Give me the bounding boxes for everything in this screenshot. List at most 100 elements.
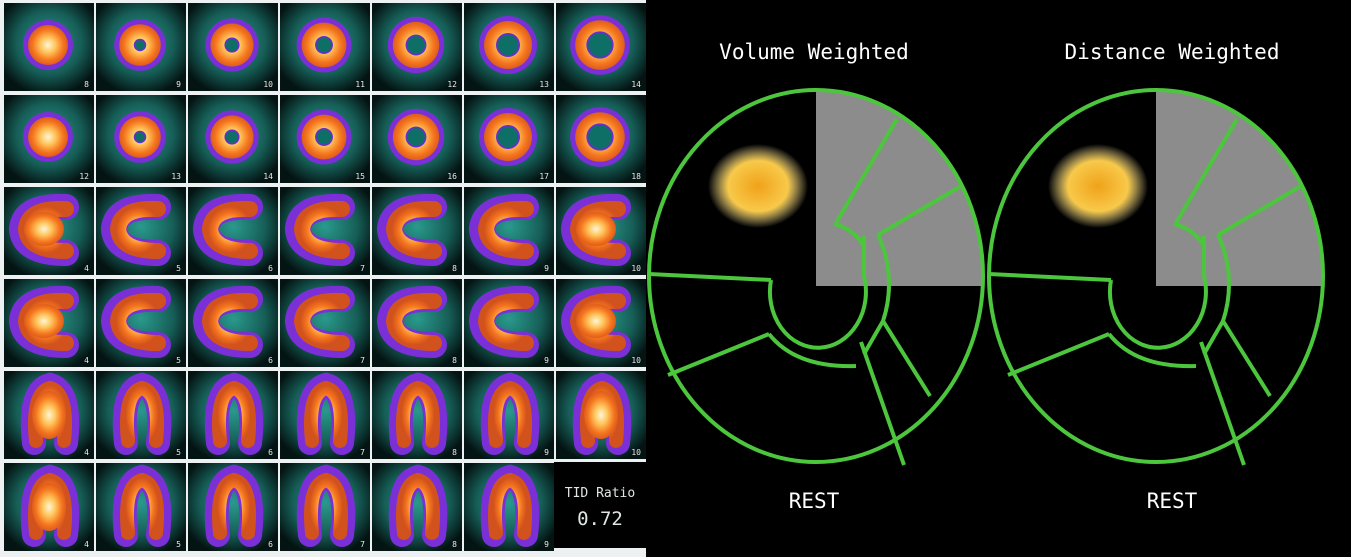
slice-image — [464, 3, 554, 91]
slice-tile: 13 — [464, 3, 554, 91]
slice-tile: 4 — [4, 463, 94, 551]
slice-image — [556, 95, 646, 183]
slice-image — [96, 371, 186, 459]
segment-line — [1221, 319, 1272, 398]
slice-tile: 8 — [372, 371, 462, 459]
cavity — [135, 132, 145, 142]
myocardium — [396, 472, 440, 540]
slice-tile: 12 — [4, 95, 94, 183]
slice-image — [464, 371, 554, 459]
myocardium-fill — [24, 212, 64, 246]
slice-image — [188, 187, 278, 275]
slice-image — [4, 3, 94, 91]
polar-map-distance-weighted — [987, 88, 1325, 466]
myocardium — [385, 292, 442, 351]
slice-image — [372, 279, 462, 367]
slice-tile: 7 — [280, 279, 370, 367]
slice-image — [4, 463, 94, 551]
cavity — [407, 36, 425, 54]
outer-ring — [647, 88, 985, 464]
slice-number: 8 — [84, 80, 89, 89]
myocardium-fill — [32, 483, 66, 531]
slice-image — [188, 3, 278, 91]
slice-tile: 10 — [556, 279, 646, 367]
slice-number: 10 — [631, 448, 641, 457]
slice-number: 14 — [263, 172, 273, 181]
slice-tile: 6 — [188, 279, 278, 367]
myocardium — [109, 292, 166, 351]
tid-ratio-label: TID Ratio — [564, 486, 636, 501]
slice-tile: 6 — [188, 187, 278, 275]
slice-image — [464, 187, 554, 275]
slice-image — [188, 371, 278, 459]
slice-number: 6 — [268, 356, 273, 365]
slice-image — [280, 95, 370, 183]
slice-image — [464, 95, 554, 183]
slice-tile: 9 — [464, 279, 554, 367]
cavity — [135, 40, 145, 50]
myocardium — [201, 200, 258, 259]
segment-line — [1174, 117, 1239, 225]
myocardium — [28, 117, 68, 157]
slice-number: 10 — [631, 356, 641, 365]
slice-tile: 7 — [280, 187, 370, 275]
slice-tile: 8 — [372, 463, 462, 551]
middle-ring — [1202, 234, 1231, 355]
slice-image — [372, 187, 462, 275]
slice-tile: 18 — [556, 95, 646, 183]
slice-number: 5 — [176, 448, 181, 457]
slice-tile: 14 — [188, 95, 278, 183]
inner-ring — [833, 222, 866, 248]
cavity — [225, 38, 239, 52]
slice-image — [464, 279, 554, 367]
myocardium-fill — [32, 391, 66, 439]
myocardium-fill — [584, 391, 618, 439]
slice-number: 14 — [631, 80, 641, 89]
myocardium — [293, 292, 350, 351]
slice-number: 5 — [176, 540, 181, 549]
polar-map-volume-weighted — [647, 88, 985, 466]
myocardium — [385, 200, 442, 259]
slice-number: 7 — [360, 448, 365, 457]
slice-image — [188, 463, 278, 551]
slice-number: 8 — [452, 540, 457, 549]
slice-image — [4, 371, 94, 459]
slice-image — [372, 463, 462, 551]
segment-line — [667, 332, 770, 377]
slice-panel: 8 9 10 11 12 13 14 12 13 14 15 16 17 18 4 5 6 7 8 9 10 4 5 6 7 8 9… — [0, 0, 646, 557]
slice-image — [4, 95, 94, 183]
segment-line — [1199, 341, 1246, 466]
slice-number: 18 — [631, 172, 641, 181]
myocardium — [488, 472, 532, 540]
slice-tile: 14 — [556, 3, 646, 91]
slice-number: 13 — [539, 80, 549, 89]
myocardium — [396, 380, 440, 448]
myocardium — [212, 380, 256, 448]
middle-ring — [1107, 332, 1197, 369]
slice-number: 15 — [355, 172, 365, 181]
polar-map-subtitle-distance: REST — [1146, 489, 1198, 513]
perfusion-hotspot — [708, 144, 808, 228]
cavity — [407, 128, 425, 146]
slice-image — [96, 95, 186, 183]
myocardium — [120, 472, 164, 540]
segment-line — [988, 272, 1112, 282]
slice-number: 9 — [176, 80, 181, 89]
slice-tile: 9 — [96, 3, 186, 91]
middle-ring — [767, 332, 857, 369]
slice-number: 7 — [360, 356, 365, 365]
cavity — [588, 33, 612, 57]
slice-number: 8 — [452, 448, 457, 457]
myocardium — [304, 472, 348, 540]
slice-tile: 6 — [188, 463, 278, 551]
slice-number: 10 — [631, 264, 641, 273]
myocardium — [477, 292, 534, 351]
slice-grid: 8 9 10 11 12 13 14 12 13 14 15 16 17 18 4 5 6 7 8 9 10 4 5 6 7 8 9… — [0, 0, 646, 551]
slice-number: 13 — [171, 172, 181, 181]
cavity — [497, 34, 519, 56]
slice-image — [556, 3, 646, 91]
segment-line — [859, 341, 906, 466]
slice-number: 8 — [452, 264, 457, 273]
slice-number: 5 — [176, 264, 181, 273]
myocardium — [109, 200, 166, 259]
